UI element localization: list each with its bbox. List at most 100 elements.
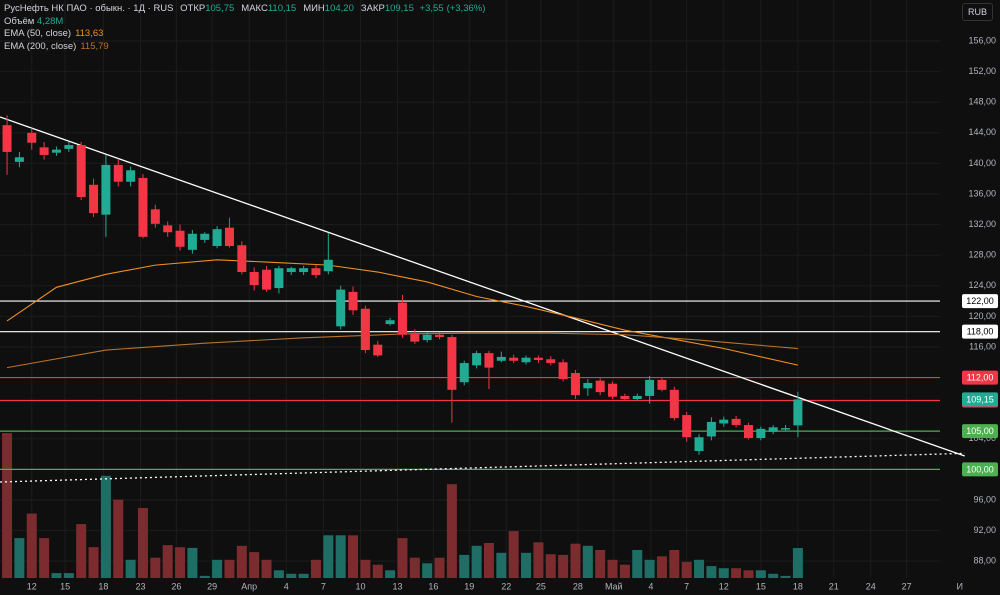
volume-bar (360, 559, 371, 578)
candle-body (373, 344, 383, 356)
candle-body (657, 379, 667, 390)
candle-body (286, 268, 296, 273)
volume-bar (335, 535, 346, 578)
candle-body (793, 399, 803, 426)
candle-body (583, 382, 593, 389)
candle-body (101, 164, 111, 215)
price-badge: 109,15 (962, 392, 998, 407)
candle-body (435, 334, 445, 338)
candle-body (682, 415, 692, 438)
ohlc-value: 105,75 (205, 3, 235, 14)
y-tick-label: 120,00 (968, 311, 996, 321)
candle-body (323, 259, 333, 272)
candle-body (669, 389, 679, 419)
ohlc-value: 109,15 (384, 3, 414, 14)
y-tick-label: 136,00 (968, 188, 996, 198)
volume-bar (26, 513, 37, 578)
x-tick-label: 21 (829, 581, 839, 591)
volume-name[interactable]: Объём (4, 15, 35, 27)
candle-body (422, 334, 432, 341)
volume-bar (483, 543, 494, 578)
candle-body (64, 145, 74, 149)
level-badge-bg (962, 370, 998, 385)
x-tick-label: 27 (902, 581, 912, 591)
x-tick-label: 12 (27, 581, 37, 591)
ema-value: 113,63 (75, 28, 104, 39)
x-tick-label: 23 (135, 581, 145, 591)
candle-body (459, 363, 469, 383)
volume-bar (496, 552, 507, 578)
volume-bar (162, 545, 173, 578)
legend-row: Объём 4,28M (4, 16, 488, 29)
candle-body (249, 272, 259, 286)
volume-bar (768, 573, 779, 578)
price-badge-label: 109,15 (966, 394, 994, 404)
candle-body (126, 170, 136, 182)
level-badge-label: 100,00 (966, 464, 994, 474)
ohlc-name: ОТКР (180, 3, 206, 14)
currency-button[interactable]: RUB (961, 3, 993, 21)
volume-bar (595, 550, 606, 578)
candle-body (274, 268, 284, 289)
candle-body (262, 269, 272, 290)
level-badge: 100,00 (962, 462, 998, 477)
change: +3,55 (419, 3, 444, 14)
candle-body (397, 302, 407, 335)
x-tick-label: 15 (756, 581, 766, 591)
volume-bar (471, 545, 482, 578)
y-tick-label: 132,00 (968, 219, 996, 229)
ema-row: EMA (200, close) 115,79 (4, 41, 488, 54)
volume-bar (372, 564, 383, 578)
volume-bar (273, 570, 284, 578)
volume-bar (582, 545, 593, 578)
legend-row: РусНефть НК ПАО · обыкн. · 1Д · RUS ОТКР… (4, 3, 488, 16)
x-tick-label: 25 (536, 581, 546, 591)
level-badge-label: 118,00 (967, 327, 994, 337)
volume-bar (286, 573, 297, 578)
volume-bar (249, 552, 260, 578)
candle-body (472, 353, 482, 366)
level-badge: 105,00 (962, 424, 998, 439)
candle-body (39, 147, 49, 155)
change-pct: (+3,36%) (446, 3, 486, 14)
candle-body (410, 333, 420, 342)
candle-body (311, 268, 321, 276)
candle-body (348, 291, 358, 311)
candle-body (632, 395, 642, 400)
candle-body (113, 164, 123, 182)
symbol-title[interactable]: РусНефть НК ПАО · обыкн. · 1Д · RUS (4, 3, 174, 14)
volume-bar (521, 552, 532, 578)
x-tick-label: 26 (171, 581, 181, 591)
volume-bar (792, 548, 803, 578)
candle-body (212, 229, 222, 247)
x-tick-label: 24 (866, 581, 876, 591)
volume-bar (718, 568, 729, 578)
volume-bar (644, 559, 655, 578)
ohlc-name: МАКС (241, 3, 268, 14)
candle-body (620, 395, 630, 400)
ema-name[interactable]: EMA (50, close) (4, 28, 72, 39)
trend-line (0, 116, 965, 457)
candle-body (694, 437, 704, 452)
x-tick-label: 18 (793, 581, 803, 591)
volume-bar (694, 559, 705, 578)
ema-name[interactable]: EMA (200, close) (4, 40, 77, 52)
y-tick-label: 124,00 (968, 280, 996, 290)
level-badge-label: 122,00 (966, 296, 994, 306)
x-tick-label: 7 (321, 581, 326, 591)
volume-bar (76, 524, 87, 578)
volume-bar (533, 542, 544, 578)
ohlc: ОТКР105,75 МАКС110,15 МИН104,20 ЗАКР109,15 (176, 3, 417, 14)
candle-body (645, 379, 655, 396)
candle-body (509, 357, 519, 361)
volume-bar (545, 554, 556, 578)
candle-body (496, 356, 506, 361)
ema-line (6, 332, 798, 369)
volume-bar (780, 575, 791, 578)
volume-bar (607, 559, 618, 578)
candle-body (224, 227, 234, 247)
candle-body (608, 383, 618, 397)
candle-body (570, 372, 580, 396)
